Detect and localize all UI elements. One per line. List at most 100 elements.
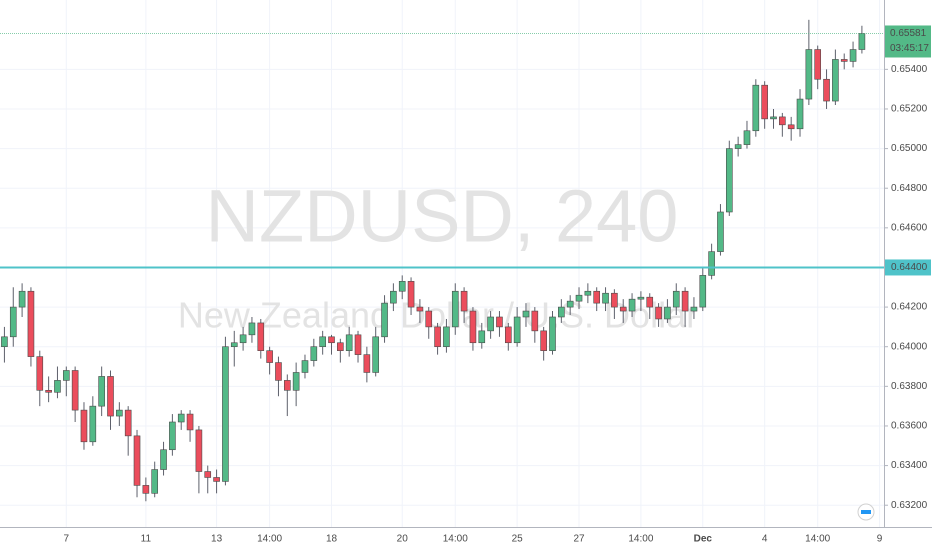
candle-body (416, 306, 424, 312)
candle-body (531, 310, 539, 332)
candle-body (27, 290, 35, 357)
y-tick-label: 0.64000 (891, 341, 928, 352)
candle-body (354, 334, 362, 355)
candle-body (230, 342, 238, 348)
candle-body (18, 290, 26, 308)
candle-body (849, 49, 857, 62)
candle-body (487, 316, 494, 332)
candle-body (283, 380, 291, 391)
y-tick-label: 0.65000 (891, 143, 928, 154)
x-tick-label: 7 (64, 534, 70, 545)
candle-body (734, 144, 742, 149)
candle-body (858, 33, 866, 50)
y-tick-label: 0.64600 (891, 222, 928, 233)
candle-body (584, 290, 592, 296)
candle-body (372, 336, 380, 373)
candle-body (381, 302, 388, 338)
candle-body (434, 326, 441, 348)
candle-body (310, 346, 318, 361)
candle-body (80, 409, 88, 443)
candle-body (222, 346, 229, 482)
candle-body (239, 334, 247, 344)
axes: 0.63200 0.63400 0.63600 0.63800 0.64000 0.642… (64, 25, 931, 545)
candle-body (513, 316, 521, 344)
candles (0, 19, 884, 502)
candle-body (690, 306, 698, 312)
candle-body (451, 290, 459, 328)
candle-body (204, 471, 212, 478)
candle-body (469, 310, 477, 344)
candle-body (98, 376, 105, 407)
x-tick-label: 14:00 (257, 534, 282, 545)
candle-body (575, 294, 583, 302)
candle-body (443, 326, 450, 348)
candle-body (619, 306, 627, 312)
grid (0, 0, 884, 527)
candle-body (832, 59, 839, 102)
horizontal-line-label: 0.64400 (891, 262, 928, 273)
candle-body (54, 380, 61, 393)
candle-body (124, 409, 132, 437)
candle-body (169, 421, 176, 451)
y-tick-label: 0.63200 (891, 500, 928, 511)
candle-body (266, 350, 273, 363)
y-tick-label: 0.63800 (891, 381, 928, 392)
last-price-label: 0.65581 (890, 28, 927, 39)
horizontal-line-tag (885, 259, 931, 276)
x-tick-label: 14:00 (628, 534, 653, 545)
candle-body (213, 477, 220, 482)
candle-body (9, 306, 17, 338)
y-tick-label: 0.63600 (891, 421, 928, 432)
candle-body (840, 59, 848, 62)
x-tick-label: 27 (573, 534, 585, 545)
logo-mark (861, 510, 871, 514)
candle-body (761, 84, 768, 120)
candle-body (133, 435, 141, 486)
candle-body (319, 336, 326, 348)
candle-body (107, 376, 114, 417)
x-tick-label: 13 (211, 534, 223, 545)
x-tick-label: 14:00 (805, 534, 830, 545)
candle-body (36, 356, 44, 391)
watermark-symbol: NZDUSD, 240 (206, 175, 679, 258)
y-tick-label: 0.64800 (891, 183, 928, 194)
candle-body (628, 298, 636, 312)
candle-body (770, 116, 777, 120)
candle-body (301, 360, 309, 373)
candle-body (664, 306, 671, 320)
candle-body (787, 124, 795, 130)
candle-body (460, 290, 468, 312)
y-tick-label: 0.64200 (891, 302, 928, 313)
candle-body (814, 49, 822, 80)
candle-body (363, 354, 371, 373)
candle-body (805, 49, 813, 100)
x-tick-label: 20 (397, 534, 409, 545)
candle-body (646, 296, 654, 308)
last-price-tag (885, 25, 931, 58)
candle-body (186, 413, 194, 431)
candle-body (116, 409, 123, 417)
candle-body (425, 310, 433, 328)
x-tick-label: 9 (877, 534, 883, 545)
candle-body (593, 290, 601, 304)
x-tick-label: 14:00 (443, 534, 468, 545)
candle-body (195, 429, 203, 472)
y-tick-label: 0.65200 (891, 104, 928, 115)
candle-body (752, 84, 760, 132)
candle-body (681, 290, 689, 312)
candle-body (257, 322, 265, 351)
candle-body (743, 130, 751, 145)
candle-body (699, 275, 707, 308)
y-tick-label: 0.65400 (891, 64, 928, 75)
candle-body (345, 334, 353, 351)
candle-body (602, 292, 609, 304)
x-tick-label: 4 (762, 534, 768, 545)
candle-body (407, 281, 415, 308)
candle-body (71, 370, 79, 411)
x-tick-label: 25 (512, 534, 524, 545)
candle-body (248, 322, 256, 336)
candle-body (142, 485, 150, 494)
candle-body (62, 370, 70, 381)
